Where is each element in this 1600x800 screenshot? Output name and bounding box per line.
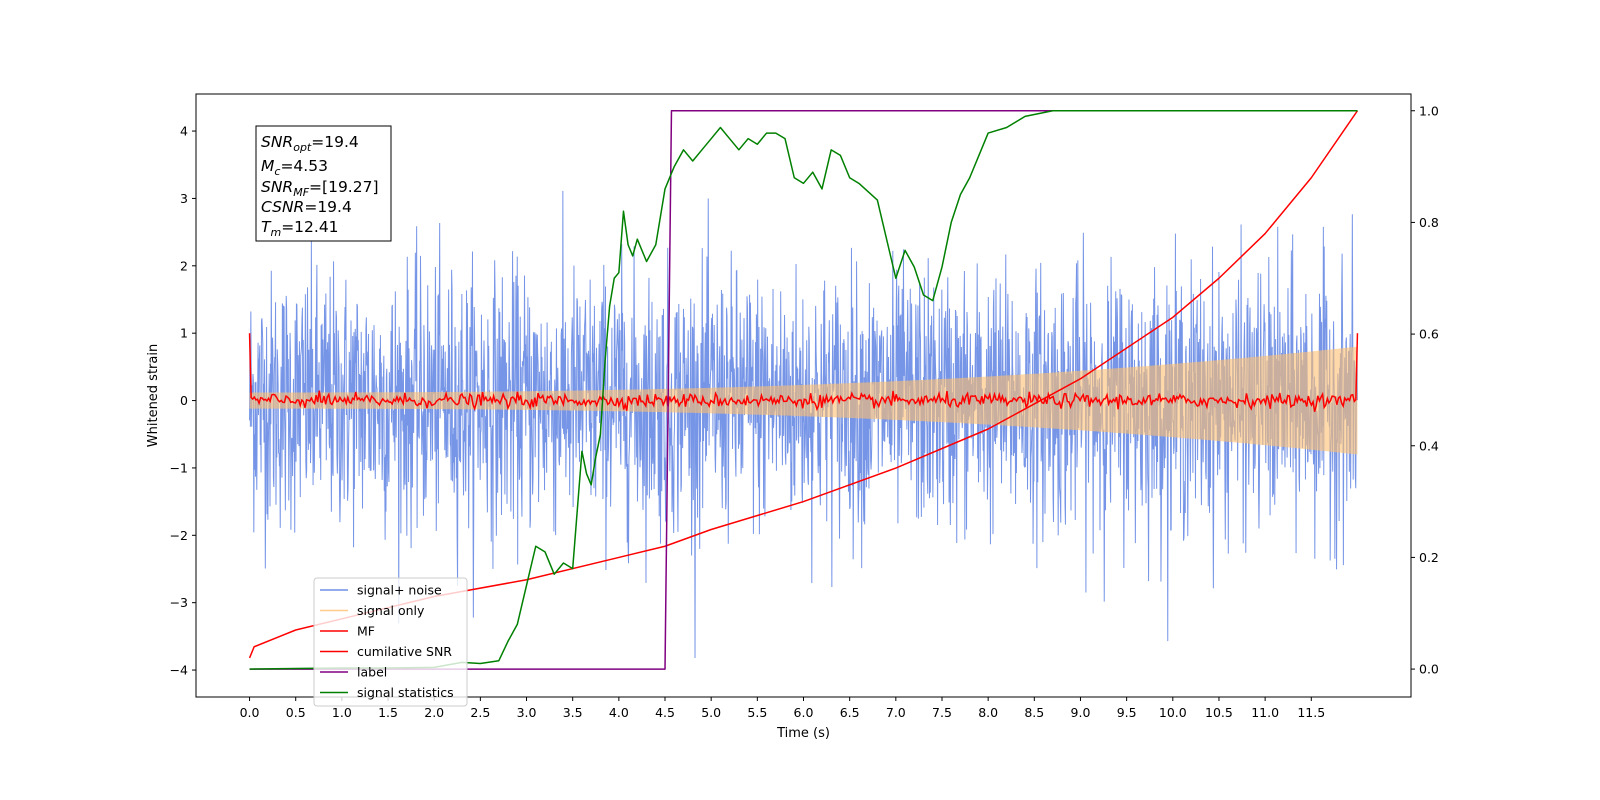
x-tick-label: 4.5 [655, 705, 675, 720]
y-left-tick-label: −2 [170, 528, 188, 543]
x-tick-label: 5.0 [701, 705, 721, 720]
x-tick-label: 6.5 [840, 705, 860, 720]
y-left-tick-label: 2 [180, 258, 188, 273]
y-right-ticks: 0.0 0.2 0.4 0.6 0.8 1.0 [1411, 103, 1439, 677]
x-tick-label: 2.0 [424, 705, 444, 720]
x-tick-label: 3.5 [563, 705, 583, 720]
y-right-tick-label: 0.6 [1419, 327, 1439, 342]
annotation-csnr: CSNR=19.4 [261, 198, 352, 216]
x-tick-label: 1.0 [332, 705, 352, 720]
y-right-tick-label: 1.0 [1419, 103, 1439, 118]
x-tick-label: 10.5 [1205, 705, 1233, 720]
x-tick-label: 2.5 [470, 705, 490, 720]
x-tick-label: 8.5 [1024, 705, 1044, 720]
x-tick-label: 9.0 [1071, 705, 1091, 720]
y-left-tick-label: 3 [180, 191, 188, 206]
y-left-tick-label: −4 [170, 663, 188, 678]
x-tick-label: 7.5 [932, 705, 952, 720]
y-right-tick-label: 0.4 [1419, 438, 1439, 453]
y-right-tick-label: 0.0 [1419, 662, 1439, 677]
x-tick-label: 7.0 [886, 705, 906, 720]
x-tick-label: 1.5 [378, 705, 398, 720]
y-right-tick-label: 0.2 [1419, 550, 1439, 565]
x-tick-label: 0.0 [240, 705, 260, 720]
x-tick-label: 9.5 [1117, 705, 1137, 720]
annotation-snr-opt: SNRopt=19.4 [261, 133, 359, 154]
y-right-tick-label: 0.8 [1419, 215, 1439, 230]
legend-label-cumilative-snr: cumilative SNR [357, 644, 452, 659]
y-axis-label: Whitened strain [146, 344, 161, 447]
x-tick-label: 4.0 [609, 705, 629, 720]
legend-label-signal-noise: signal+ noise [357, 583, 442, 598]
legend: signal+ noise signal only MF cumilative SNR… [313, 577, 468, 707]
x-tick-label: 0.5 [286, 705, 306, 720]
x-tick-label: 6.0 [794, 705, 814, 720]
series-signal-statistics [249, 110, 1358, 670]
legend-label-mf: MF [357, 624, 375, 639]
legend-label-signal-statistics: signal statistics [357, 685, 454, 700]
y-left-tick-label: 1 [180, 326, 188, 341]
x-tick-label: 3.0 [517, 705, 537, 720]
x-tick-label: 8.0 [978, 705, 998, 720]
x-axis-label: Time (s) [776, 726, 830, 741]
annotation-tm: Tm=12.41 [261, 218, 339, 239]
x-tick-label: 5.5 [747, 705, 767, 720]
annotation-mc: Mc=4.53 [261, 157, 328, 178]
legend-label-signal-only: signal only [357, 603, 425, 618]
stats-annotation: SNRopt=19.4 Mc=4.53 SNRMF=[19.27] CSNR=1… [255, 125, 392, 242]
x-ticks: 0.0 0.5 1.0 1.5 2.0 2.5 3.0 3.5 4.0 4.5 5.0 5.5 6.0 6… [240, 697, 1325, 720]
y-left-tick-label: −1 [170, 460, 188, 475]
x-tick-label: 10.0 [1159, 705, 1187, 720]
x-tick-label: 11.0 [1251, 705, 1279, 720]
annotation-snr-mf: SNRMF=[19.27] [261, 178, 379, 199]
x-tick-label: 11.5 [1297, 705, 1325, 720]
series-mf [248, 333, 1359, 412]
y-left-tick-label: −3 [170, 595, 188, 610]
y-left-tick-label: 0 [180, 393, 188, 408]
y-left-tick-label: 4 [180, 124, 188, 139]
y-left-ticks: −4 −3 −2 −1 0 1 2 3 4 [170, 124, 196, 678]
legend-label-label: label [357, 665, 387, 680]
